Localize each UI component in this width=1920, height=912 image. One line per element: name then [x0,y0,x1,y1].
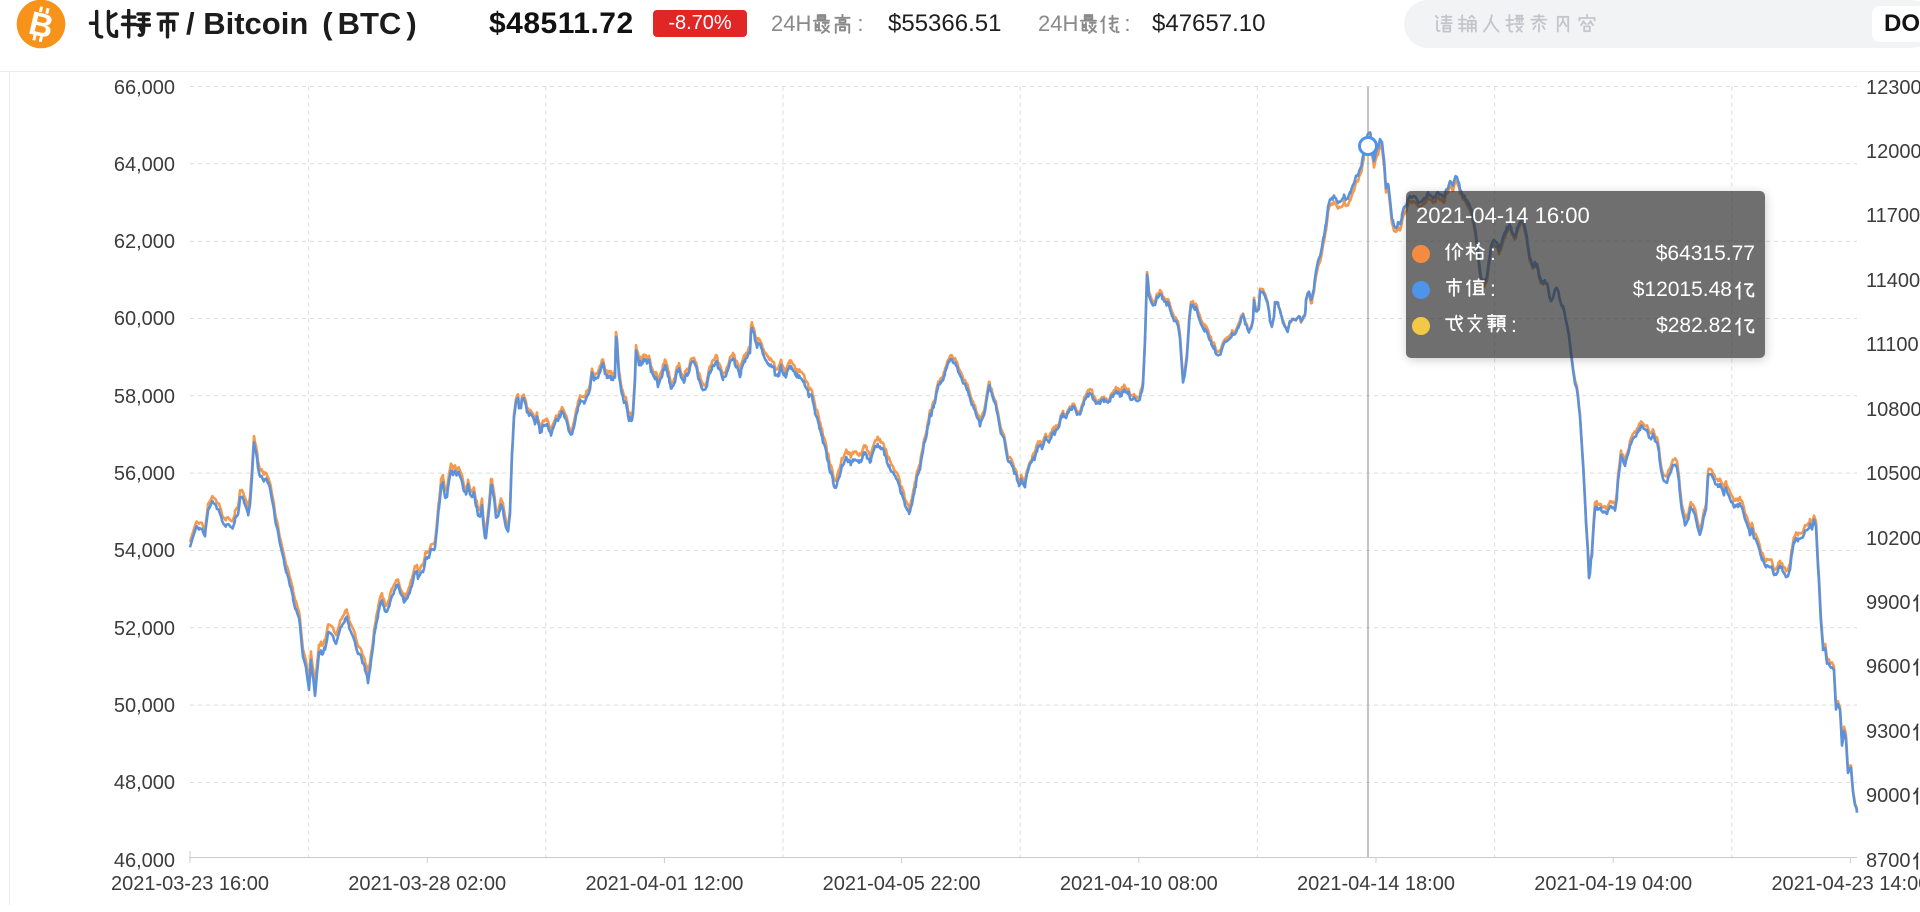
svg-text:2021-04-23 14:00: 2021-04-23 14:00 [1771,873,1920,895]
svg-text:62,000: 62,000 [114,231,175,253]
svg-text:10200: 10200 [1866,528,1920,550]
svg-text:2021-04-14 18:00: 2021-04-14 18:00 [1297,873,1455,895]
svg-text:10800: 10800 [1866,399,1920,421]
svg-text:46,000: 46,000 [114,850,175,872]
svg-text:9000: 9000 [1866,785,1911,807]
svg-text:2021-03-23 16:00: 2021-03-23 16:00 [111,873,269,895]
svg-text:2021-04-05 22:00: 2021-04-05 22:00 [823,873,981,895]
svg-text:10500: 10500 [1866,463,1920,485]
svg-text:11700: 11700 [1866,205,1920,227]
svg-text:9900: 9900 [1866,592,1911,614]
svg-text:48,000: 48,000 [114,772,175,794]
svg-text:9600: 9600 [1866,656,1911,678]
svg-text:2021-04-19 04:00: 2021-04-19 04:00 [1534,873,1692,895]
svg-text:66,000: 66,000 [114,77,175,99]
svg-text:2021-04-01 12:00: 2021-04-01 12:00 [585,873,743,895]
svg-text:52,000: 52,000 [114,618,175,640]
svg-text:2021-03-28 02:00: 2021-03-28 02:00 [348,873,506,895]
svg-text:9300: 9300 [1866,721,1911,743]
svg-text:11100: 11100 [1866,334,1919,356]
svg-text:56,000: 56,000 [114,463,175,485]
svg-text:50,000: 50,000 [114,695,175,717]
svg-text:58,000: 58,000 [114,386,175,408]
svg-text:8700: 8700 [1866,850,1911,872]
svg-text:12000: 12000 [1866,141,1920,163]
svg-text:11400: 11400 [1866,270,1920,292]
svg-text:2021-04-10 08:00: 2021-04-10 08:00 [1060,873,1218,895]
svg-text:54,000: 54,000 [114,540,175,562]
svg-text:60,000: 60,000 [114,308,175,330]
svg-text:12300: 12300 [1866,77,1920,99]
svg-text:64,000: 64,000 [114,154,175,176]
